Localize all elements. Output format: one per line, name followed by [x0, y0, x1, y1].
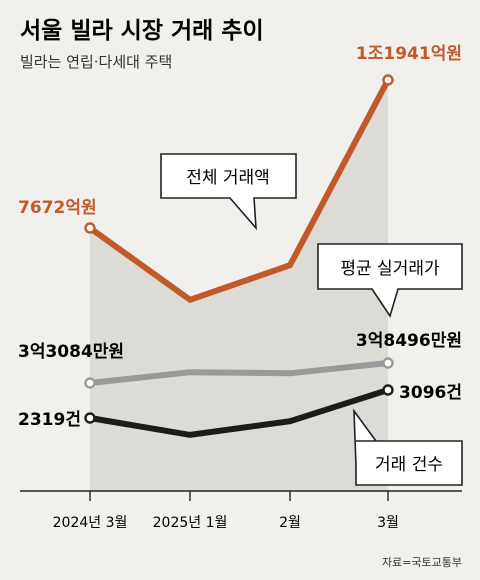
series-line-count	[89, 387, 389, 438]
x-tick-label-3: 3월	[377, 515, 399, 531]
point-total-amount-3	[382, 74, 394, 86]
point-avg-price-3	[382, 357, 394, 369]
x-tick-label-1: 2025년 1월	[153, 515, 228, 531]
point-count-3	[382, 384, 394, 396]
series-line-avg-price	[89, 360, 389, 386]
callout-total-amount: 전체 거래액	[160, 153, 297, 231]
callout-avg-price-text: 평균 실거래가	[340, 259, 440, 279]
chart-title: 서울 빌라 시장 거래 추이	[20, 18, 264, 44]
x-tick-label-0: 2024년 3월	[53, 515, 128, 531]
chart-subtitle: 빌라는 연립·다세대 주택	[20, 53, 172, 71]
source-note: 자료=국토교통부	[382, 556, 462, 569]
series-lines	[84, 74, 394, 438]
x-tick-label-2: 2월	[279, 515, 301, 531]
callout-total-amount-text: 전체 거래액	[186, 168, 270, 188]
label-avg-price-last: 3억8496만원	[356, 331, 462, 351]
x-axis-ticks	[89, 491, 389, 501]
callout-count: 거래 건수	[353, 408, 463, 486]
label-total-amount-last: 1조1941억원	[356, 44, 462, 64]
label-total-amount-first: 7672억원	[18, 198, 97, 218]
callout-count-text: 거래 건수	[375, 455, 443, 475]
point-total-amount-0	[84, 222, 96, 234]
point-count-0	[84, 412, 96, 424]
label-count-first: 2319건	[18, 410, 81, 430]
point-avg-price-0	[84, 377, 96, 389]
label-count-last: 3096건	[399, 383, 462, 403]
callout-count-box	[353, 408, 463, 486]
label-avg-price-first: 3억3084만원	[18, 342, 124, 362]
series-line-total-amount	[88, 78, 391, 304]
callout-avg-price-box	[317, 243, 463, 318]
callout-total-amount-box	[160, 153, 297, 231]
callout-avg-price: 평균 실거래가	[317, 243, 463, 318]
